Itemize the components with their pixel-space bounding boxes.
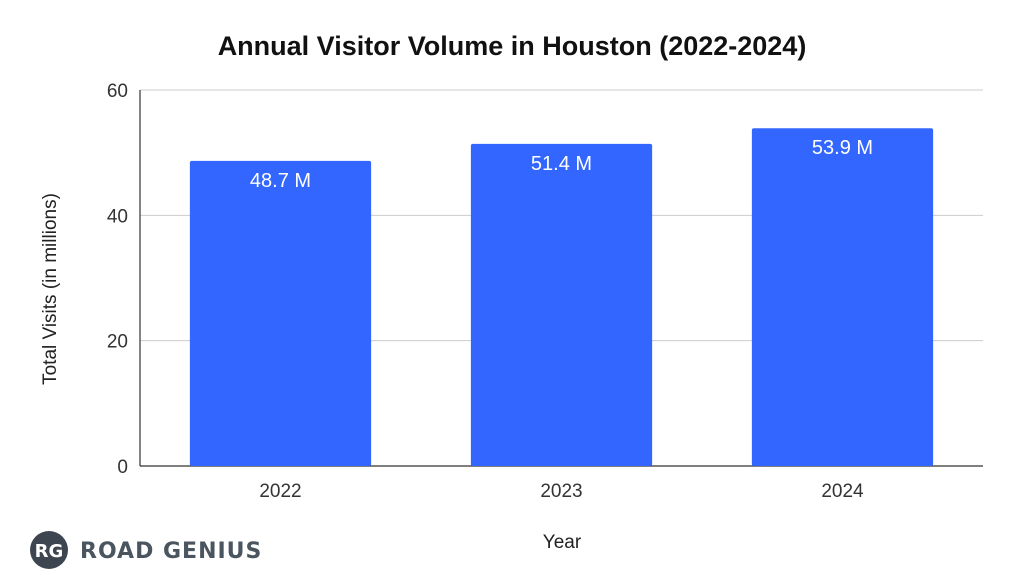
x-tick-label: 2024 <box>821 481 864 502</box>
bar-data-label: 53.9 M <box>812 137 873 159</box>
bar <box>470 143 653 467</box>
chart-title: Annual Visitor Volume in Houston (2022-2… <box>218 31 807 61</box>
bar-data-label: 51.4 M <box>531 153 592 175</box>
bar-data-label: 48.7 M <box>250 170 311 192</box>
y-tick-label: 0 <box>117 457 128 478</box>
brand-logo: RG ROAD GENIUS <box>30 531 262 569</box>
y-tick-label: 40 <box>107 206 128 227</box>
brand-name: ROAD GENIUS <box>80 539 262 564</box>
bar <box>189 160 372 466</box>
y-tick-label: 60 <box>107 81 128 102</box>
brand-monogram-badge <box>30 531 68 569</box>
y-tick-label: 20 <box>107 332 128 353</box>
x-axis-label: Year <box>543 532 582 553</box>
x-tick-label: 2023 <box>540 481 582 502</box>
x-tick-label: 2022 <box>259 481 301 502</box>
bar <box>751 128 934 466</box>
brand-monogram: RG <box>35 541 64 562</box>
axis-ticks: 0 20 40 60 2022 2023 2024 <box>107 81 864 502</box>
bars: 48.7 M 51.4 M 53.9 M <box>189 128 934 467</box>
y-axis-label: Total Visits (in millions) <box>40 193 61 385</box>
